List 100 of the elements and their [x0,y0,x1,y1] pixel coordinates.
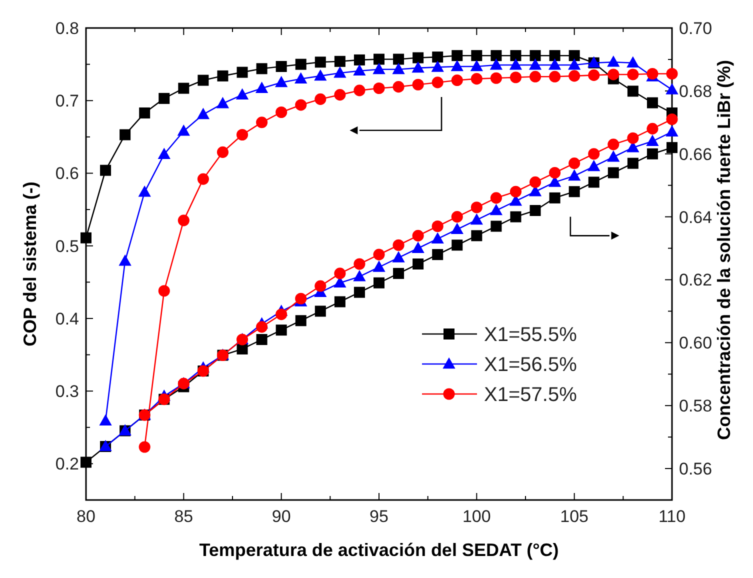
point [549,166,561,179]
point [256,63,268,74]
point [490,50,502,62]
y2-tick-label: 0.70 [679,19,712,38]
point [412,61,424,73]
point [548,58,562,70]
point [626,56,640,68]
point [158,285,170,297]
point [510,72,522,84]
y2-tick-label: 0.66 [679,144,712,164]
point [196,108,210,120]
point [276,60,287,72]
point [607,56,620,67]
y2-tick-label: 0.56 [679,460,712,479]
x-tick-label: 110 [658,507,686,526]
point [236,128,248,141]
point [295,292,307,304]
point [158,92,170,104]
point [490,220,502,232]
point [118,254,132,266]
point [372,62,386,74]
point [568,186,580,198]
point [314,56,326,68]
point [314,306,326,317]
point [549,70,561,82]
point [412,52,424,64]
point [452,240,463,251]
point [158,148,170,160]
point [490,204,503,216]
point [392,81,404,93]
x-tick-label: 85 [174,507,194,526]
point [646,148,658,160]
point [353,64,366,76]
point [530,205,541,216]
y-tick-label: 0.3 [55,382,79,402]
y2-tick-label: 0.60 [679,334,712,353]
point [216,146,229,158]
point [373,82,385,94]
point [470,202,482,214]
x-tick-label: 80 [76,507,96,526]
point [412,242,424,253]
point [471,230,482,242]
y2-axis-title: Concentración de la solución fuerte LiBr (%) [714,60,734,440]
point [470,60,483,72]
point [666,83,678,94]
y2-tick-label: 0.62 [679,270,712,290]
point [138,441,150,453]
point [314,280,326,292]
point [666,125,678,137]
point [217,70,228,82]
point [509,58,522,70]
point [314,93,326,105]
point [588,69,600,81]
point [432,220,444,232]
point [608,138,620,150]
point [236,343,248,354]
point [490,58,503,70]
point [568,158,580,170]
point [353,270,366,282]
point [256,334,268,346]
point [568,70,580,82]
point [451,211,463,223]
y-tick-label: 0.6 [55,164,79,184]
point [295,315,306,326]
point [568,169,581,181]
point [334,66,346,78]
point [354,258,366,270]
x-tick-label: 100 [462,507,491,526]
y-tick-label: 0.2 [55,454,79,474]
point [431,60,444,72]
point [451,74,463,86]
point [412,258,424,270]
point [528,58,542,70]
point [432,76,444,88]
point [334,268,346,280]
point [392,239,404,251]
point [510,211,522,222]
point [256,116,268,128]
point [588,176,600,188]
point [372,260,386,272]
point [568,58,581,70]
point [373,248,385,260]
point [666,113,678,126]
point [314,69,327,81]
point [510,186,522,198]
point [470,213,483,225]
point [529,70,542,82]
point [627,158,638,169]
point [470,73,482,85]
point [276,106,288,118]
point [588,148,600,160]
point [354,84,366,96]
point [432,52,444,63]
y-tick-label: 0.8 [55,19,79,38]
point [471,50,482,62]
point [627,86,638,97]
x-tick-label: 105 [560,507,589,526]
point [276,324,287,336]
y-tick-label: 0.5 [55,236,79,256]
point [374,54,384,65]
